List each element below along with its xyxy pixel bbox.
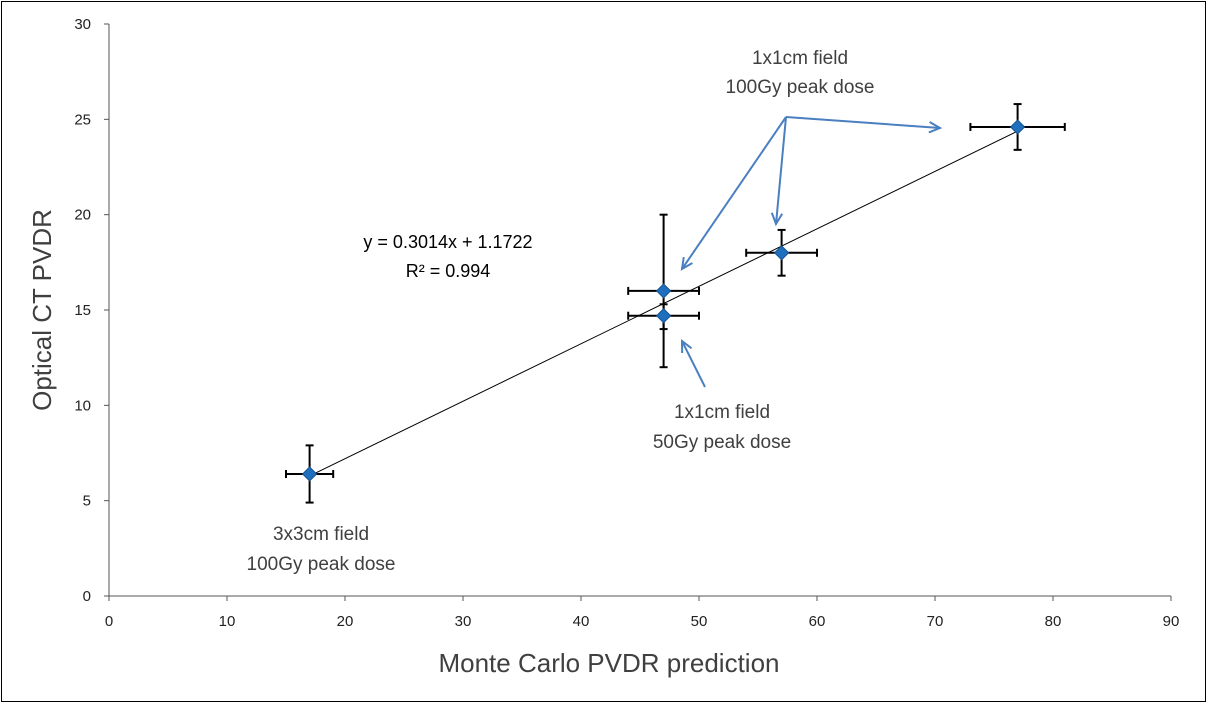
point-marker bbox=[773, 245, 790, 261]
y-ticks: 0 5 10 15 20 25 30 bbox=[74, 16, 109, 605]
y-tick-label: 5 bbox=[83, 493, 91, 510]
x-axis-title: Monte Carlo PVDR prediction bbox=[438, 648, 779, 678]
arrow-shaft bbox=[775, 116, 787, 225]
annotation-3x3cm-100gy: 3x3cm field 100Gy peak dose bbox=[247, 524, 396, 575]
annotation-line2: 50Gy peak dose bbox=[653, 432, 791, 453]
annotation-line1: 3x3cm field bbox=[273, 524, 369, 545]
arrow-shaft bbox=[681, 340, 706, 388]
arrow-head bbox=[680, 338, 693, 354]
x-tick-label: 80 bbox=[1045, 613, 1062, 630]
point-marker bbox=[301, 466, 318, 482]
y-tick-label: 25 bbox=[74, 111, 91, 128]
data-point bbox=[627, 213, 700, 331]
x-ticks: 0 10 20 30 40 50 60 70 80 90 bbox=[105, 596, 1180, 630]
arrow-head bbox=[680, 256, 693, 271]
annotation-line1: 1x1cm field bbox=[674, 402, 770, 423]
data-point bbox=[745, 228, 818, 277]
x-tick-label: 60 bbox=[809, 613, 826, 630]
y-tick-label: 20 bbox=[74, 207, 91, 224]
arrow-shaft bbox=[681, 116, 787, 270]
x-tick-label: 70 bbox=[927, 613, 944, 630]
x-tick-label: 50 bbox=[691, 613, 708, 630]
x-tick-label: 10 bbox=[219, 613, 236, 630]
annotation-arrow bbox=[680, 338, 706, 388]
x-tick-label: 90 bbox=[1163, 613, 1180, 630]
r-squared-label: R² = 0.994 bbox=[406, 261, 491, 281]
annotation-line2: 100Gy peak dose bbox=[247, 554, 396, 575]
annotation-arrow bbox=[680, 116, 787, 271]
x-tick-label: 30 bbox=[455, 613, 472, 630]
trendline-equation: y = 0.3014x + 1.1722 bbox=[363, 232, 532, 252]
annotation-arrows bbox=[680, 116, 943, 388]
y-tick-label: 10 bbox=[74, 397, 91, 414]
x-tick-label: 20 bbox=[337, 613, 354, 630]
arrow-head bbox=[770, 212, 784, 227]
data-point bbox=[285, 444, 335, 504]
y-tick-label: 15 bbox=[74, 302, 91, 319]
annotation-arrow bbox=[785, 116, 943, 134]
point-marker bbox=[655, 308, 672, 324]
annotation-line2: 100Gy peak dose bbox=[726, 77, 875, 98]
arrow-shaft bbox=[785, 116, 941, 129]
annotation-line1: 1x1cm field bbox=[752, 48, 848, 69]
y-tick-label: 30 bbox=[74, 16, 91, 33]
point-marker bbox=[655, 283, 672, 299]
data-point bbox=[969, 103, 1066, 151]
axes bbox=[108, 24, 1171, 597]
x-tick-label: 0 bbox=[105, 613, 113, 630]
data-point bbox=[627, 303, 700, 369]
y-tick-label: 0 bbox=[83, 588, 91, 605]
annotation-1x1cm-50gy: 1x1cm field 50Gy peak dose bbox=[653, 402, 791, 453]
y-axis-title: Optical CT PVDR bbox=[27, 209, 57, 411]
annotation-1x1cm-100gy: 1x1cm field 100Gy peak dose bbox=[726, 48, 875, 98]
arrow-head bbox=[928, 121, 943, 134]
x-tick-label: 40 bbox=[573, 613, 590, 630]
annotation-arrow bbox=[770, 116, 787, 227]
point-marker bbox=[1009, 119, 1026, 135]
data-points bbox=[285, 103, 1066, 504]
